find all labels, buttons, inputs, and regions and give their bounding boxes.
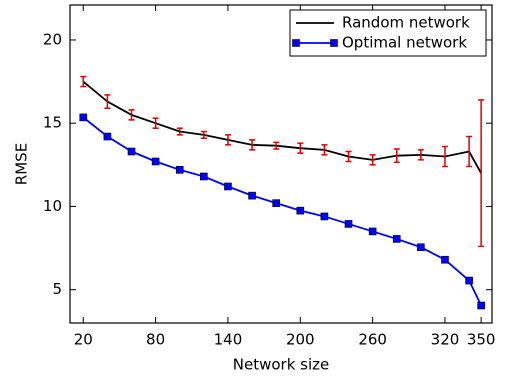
x-tick-label: 320 [431,331,460,349]
legend-marker [330,39,338,47]
x-tick-label: 260 [358,331,387,349]
marker [79,113,88,122]
marker [465,276,473,285]
error-bar [224,134,231,146]
error-bar [200,130,207,139]
error-bar [441,145,448,168]
error-bar [321,144,328,156]
error-bar [176,127,183,136]
error-bar [80,75,87,88]
legend-box [289,9,487,57]
marker [320,212,329,221]
marker [392,235,401,243]
legend-marker [292,39,300,47]
marker [344,220,353,228]
error-bar [417,149,424,161]
marker [175,166,184,174]
y-tick-label: 20 [43,30,62,48]
x-tick-label: 20 [74,331,93,349]
error-bar [478,99,485,248]
error-bar [466,135,473,168]
error-bar [128,109,135,121]
marker [151,157,160,166]
error-bar [393,148,400,164]
y-tick-label: 15 [43,114,62,132]
y-tick-label: 10 [43,197,62,215]
marker [417,243,425,252]
error-bar [297,142,304,154]
marker [200,172,208,181]
error-bar [249,139,256,151]
x-tick-label: 140 [214,331,243,349]
y-axis-label: RMSE [13,143,31,185]
series-line [82,116,482,306]
legend-label: Random network [342,14,470,32]
marker [224,182,232,191]
y-tick-label: 5 [52,280,62,298]
marker [368,227,377,236]
error-bar [104,94,111,109]
marker [248,191,256,200]
error-bar [345,150,352,163]
marker [296,206,305,215]
series-line [82,80,482,174]
marker [272,199,280,207]
error-bar [152,117,159,129]
x-tick-label: 350 [467,331,496,349]
error-bar [369,154,376,166]
plot-frame [69,4,493,324]
error-bar [273,141,280,150]
marker [127,147,136,156]
x-tick-label: 200 [286,331,315,349]
legend-label: Optimal network [342,34,467,52]
marker [477,301,485,310]
marker [441,255,449,264]
x-axis-label: Network size [233,356,329,374]
x-tick-label: 80 [146,331,165,349]
marker [103,132,112,141]
